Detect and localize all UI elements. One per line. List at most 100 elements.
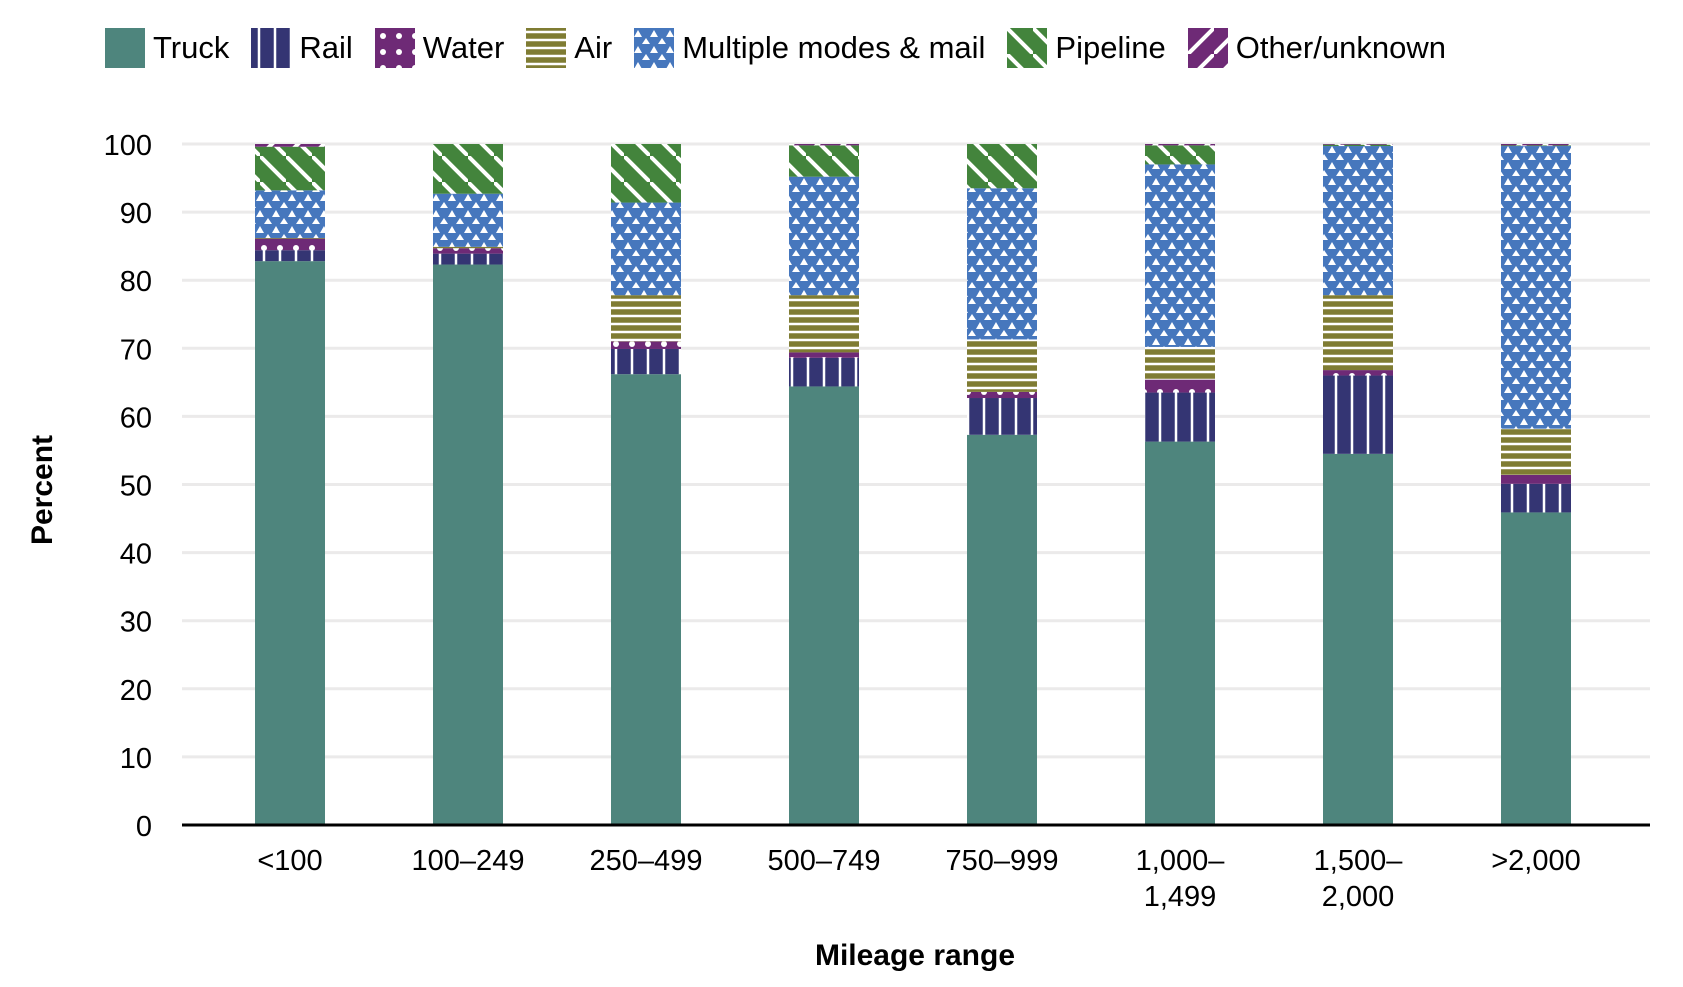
bar-segment-rail <box>1145 392 1215 442</box>
legend: Truck Rail Water Air Multiple modes & mail Pi… <box>105 28 1446 68</box>
bar-segment-truck <box>255 261 325 826</box>
legend-item: Multiple modes & mail <box>634 28 985 68</box>
y-tick-label: 60 <box>120 402 152 434</box>
bar-segment-pipeline <box>611 144 681 203</box>
x-tick-label: 750–999 <box>946 845 1059 877</box>
bar-segment-multiple-modes-mail <box>611 202 681 296</box>
bar-segment-rail <box>433 253 503 265</box>
y-tick-label: 10 <box>120 743 152 775</box>
bar-segment-water <box>611 341 681 349</box>
bar-segment-water <box>433 248 503 254</box>
legend-swatch <box>1007 28 1048 68</box>
bar-segment-air <box>967 339 1037 392</box>
bar-segment-water <box>1145 379 1215 393</box>
bar-segment-truck <box>433 264 503 825</box>
x-tick-label: >2,000 <box>1491 845 1581 877</box>
bar-segment-pipeline <box>1501 145 1571 147</box>
bar-segment-water <box>1323 370 1393 376</box>
bar-segment-water <box>789 352 859 358</box>
legend-label: Water <box>422 30 505 65</box>
bar-segment-multiple-modes-mail <box>967 188 1037 340</box>
legend-label: Truck <box>153 30 230 65</box>
bar-segment-other-unknown <box>255 144 325 147</box>
x-tick-label: <100 <box>257 845 322 877</box>
x-tick-label: 1,000– <box>1136 845 1226 877</box>
x-tick-label: 500–749 <box>768 845 881 877</box>
bar-segment-truck <box>1145 441 1215 825</box>
x-tick-label: 2,000 <box>1322 881 1395 913</box>
bar-segment-pipeline <box>967 144 1037 189</box>
bar-segment-multiple-modes-mail <box>1145 164 1215 347</box>
y-tick-label: 100 <box>104 130 152 162</box>
legend-item: Water <box>374 28 505 68</box>
bar-segment-air <box>611 295 681 342</box>
bar-segment-multiple-modes-mail <box>1501 146 1571 429</box>
legend-swatch <box>526 28 567 68</box>
legend-item: Pipeline <box>1007 28 1166 68</box>
bar-segment-multiple-modes-mail <box>255 190 325 238</box>
y-tick-label: 90 <box>120 198 152 230</box>
y-axis-label: Percent <box>26 435 59 545</box>
x-tick-label: 250–499 <box>590 845 703 877</box>
bar-segment-water <box>967 391 1037 399</box>
bar-segment-truck <box>967 434 1037 825</box>
legend-item: Rail <box>251 28 353 68</box>
bar-segment-rail <box>967 398 1037 435</box>
bar-segment-pipeline <box>1323 144 1393 147</box>
legend-swatch <box>374 28 415 68</box>
legend-label: Multiple modes & mail <box>682 30 986 65</box>
x-tick-label: 1,500– <box>1314 845 1404 877</box>
legend-swatch <box>105 28 145 68</box>
bar-segment-other-unknown <box>789 144 859 146</box>
bar-segment-air <box>433 246 503 249</box>
x-axis-label: Mileage range <box>815 939 1015 972</box>
bar-segment-rail <box>789 357 859 387</box>
bar-segment-air <box>1501 428 1571 475</box>
bar-segment-multiple-modes-mail <box>789 176 859 296</box>
bar-segment-pipeline <box>255 146 325 191</box>
x-tick-label: 1,499 <box>1144 881 1217 913</box>
y-tick-label: 80 <box>120 266 152 298</box>
bar-segment-other-unknown <box>1501 144 1571 146</box>
bar-segment-rail <box>1501 483 1571 513</box>
bar-segment-truck <box>1501 512 1571 825</box>
legend-item: Air <box>526 28 612 68</box>
y-tick-label: 70 <box>120 334 152 366</box>
y-tick-label: 40 <box>120 539 152 571</box>
legend-item: Other/unknown <box>1187 28 1446 68</box>
bar-segment-air <box>789 295 859 353</box>
bar-segment-multiple-modes-mail <box>433 193 503 247</box>
y-tick-label: 50 <box>120 471 152 503</box>
legend-swatch <box>1187 28 1228 68</box>
legend-label: Pipeline <box>1055 30 1166 65</box>
x-tick-label: 100–249 <box>412 845 525 877</box>
y-tick-label: 20 <box>120 675 152 707</box>
bar-segment-rail <box>611 348 681 375</box>
bar-segment-multiple-modes-mail <box>1323 146 1393 296</box>
bar-segment-water <box>255 238 325 251</box>
bar-segment-rail <box>1323 375 1393 454</box>
legend-label: Air <box>574 30 613 65</box>
bar-segment-other-unknown <box>1323 144 1393 145</box>
legend-swatch <box>251 28 292 68</box>
bar-segment-air <box>1145 346 1215 380</box>
bar-segment-air <box>255 237 325 239</box>
y-tick-label: 30 <box>120 607 152 639</box>
bar-segment-pipeline <box>789 145 859 177</box>
legend-swatch <box>634 28 675 68</box>
bar-segment-other-unknown <box>1145 144 1215 146</box>
bar-segment-truck <box>1323 453 1393 825</box>
bar-segment-air <box>1323 295 1393 371</box>
legend-label: Other/unknown <box>1235 30 1446 65</box>
bar-segment-water <box>1501 474 1571 484</box>
bar-segment-rail <box>255 250 325 262</box>
legend-item: Truck <box>105 28 229 68</box>
bar-segment-pipeline <box>1145 145 1215 165</box>
legend-label: Rail <box>299 30 353 65</box>
y-tick-label: 0 <box>136 811 152 843</box>
bar-segment-pipeline <box>433 144 503 194</box>
bar-segment-truck <box>611 374 681 825</box>
bar-segment-truck <box>789 386 859 825</box>
